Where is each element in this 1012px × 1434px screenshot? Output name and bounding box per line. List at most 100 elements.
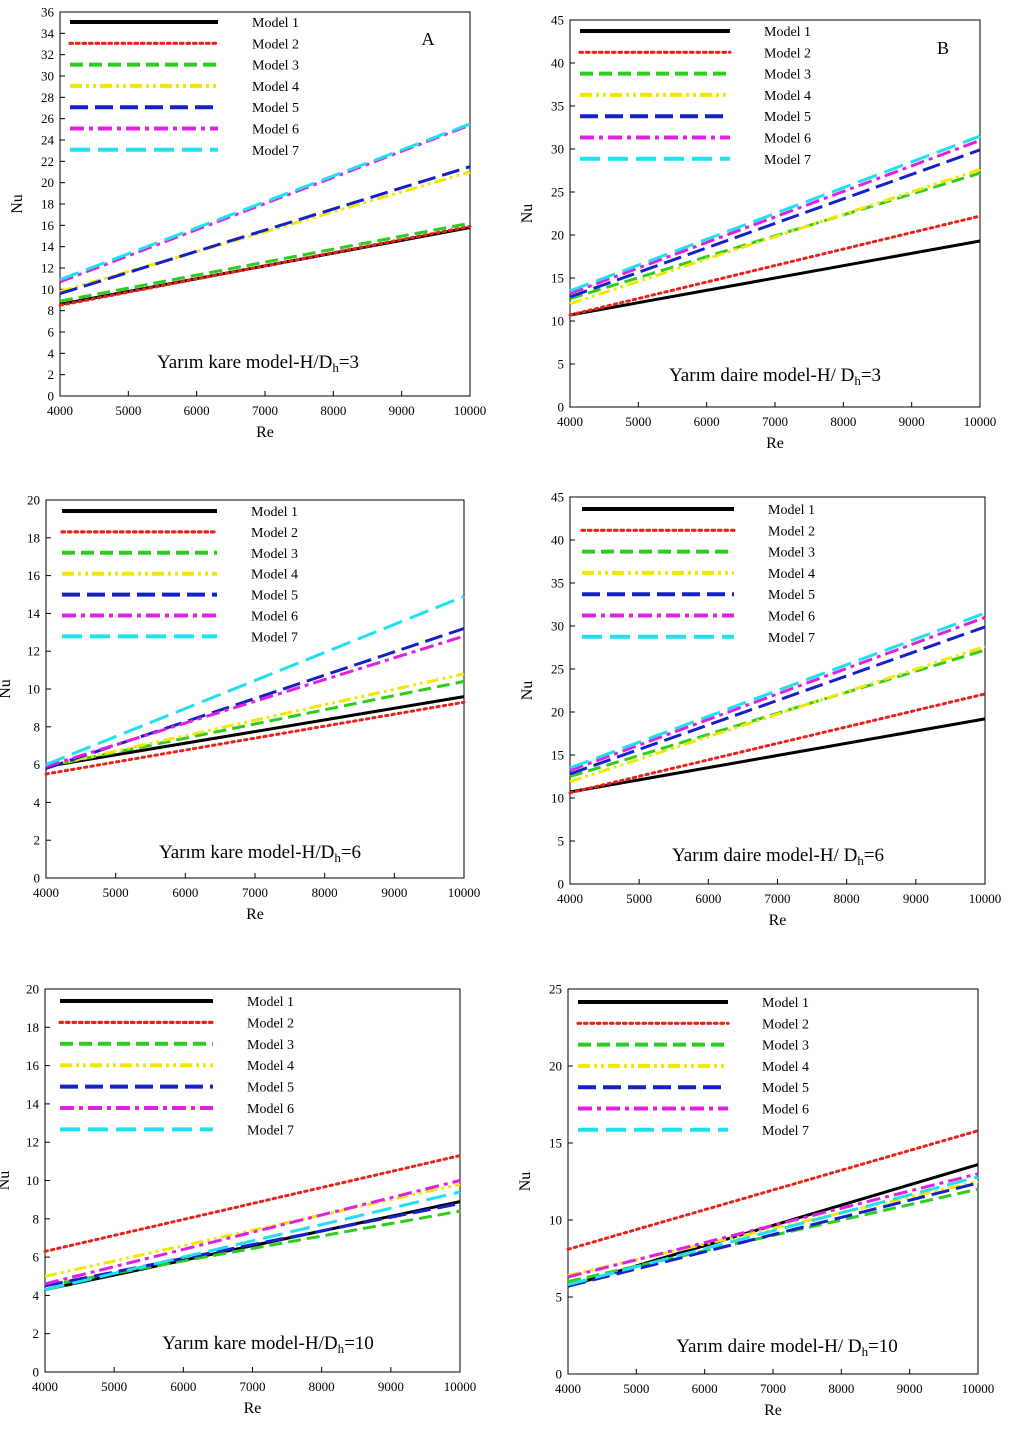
y-tick-label: 14 [26, 1096, 40, 1111]
y-tick-label: 40 [551, 56, 564, 71]
x-axis-label: Re [764, 1402, 782, 1419]
series-line-model-6 [45, 634, 465, 768]
legend-label-model-3: Model 3 [247, 1038, 294, 1053]
x-axis-label: Re [766, 435, 784, 452]
y-tick-label: 45 [551, 13, 564, 28]
x-tick-label: 10000 [962, 1381, 995, 1396]
y-tick-label: 6 [33, 1250, 40, 1265]
series-line-model-1 [45, 695, 465, 768]
x-tick-label: 9000 [897, 1381, 923, 1396]
y-tick-label: 16 [27, 568, 41, 583]
legend-label-model-2: Model 2 [768, 524, 815, 539]
y-tick-label: 0 [556, 1367, 563, 1382]
y-tick-label: 25 [551, 662, 564, 677]
panel-letter: A [422, 29, 435, 49]
y-tick-label: 18 [26, 1020, 39, 1035]
x-tick-label: 4000 [557, 891, 583, 906]
legend-label-model-6: Model 6 [252, 123, 299, 138]
y-tick-label: 4 [48, 346, 55, 361]
legend-label-model-5: Model 5 [252, 101, 299, 116]
x-tick-label: 10000 [444, 1379, 477, 1394]
y-tick-label: 30 [41, 69, 54, 84]
y-tick-label: 10 [27, 682, 40, 697]
series-line-model-7 [44, 1190, 461, 1292]
y-tick-label: 20 [27, 493, 40, 508]
y-tick-label: 2 [34, 833, 41, 848]
y-tick-label: 12 [41, 261, 54, 276]
x-tick-label: 6000 [170, 1379, 196, 1394]
y-tick-label: 25 [551, 185, 564, 200]
x-tick-label: 7000 [252, 403, 278, 418]
x-axis-label: Re [244, 1400, 262, 1417]
y-tick-label: 0 [48, 389, 55, 404]
y-tick-label: 20 [549, 1059, 562, 1074]
legend-label-model-5: Model 5 [247, 1081, 294, 1096]
legend-label-model-6: Model 6 [251, 610, 298, 625]
y-tick-label: 10 [41, 282, 54, 297]
legend-label-model-3: Model 3 [762, 1039, 809, 1054]
series-line-model-6 [569, 138, 981, 295]
y-tick-label: 16 [26, 1058, 40, 1073]
legend: Model 1 Model 2 Model 3 Model 4 Model 5 Model… [60, 505, 298, 645]
x-tick-label: 8000 [320, 403, 346, 418]
x-tick-label: 7000 [760, 1381, 786, 1396]
legend-label-model-5: Model 5 [251, 589, 298, 604]
legend-label-model-6: Model 6 [764, 132, 811, 147]
legend-label-model-7: Model 7 [252, 144, 299, 159]
series-line-model-5 [569, 625, 986, 776]
y-tick-label: 8 [48, 303, 55, 318]
legend-label-model-4: Model 4 [247, 1059, 294, 1074]
series-line-model-2 [43, 1154, 462, 1253]
series-line-model-7 [569, 134, 981, 293]
x-tick-label: 7000 [242, 885, 268, 900]
series-line-model-7 [45, 595, 465, 766]
y-tick-label: 40 [551, 533, 564, 548]
legend-label-model-3: Model 3 [764, 68, 811, 83]
series-line-model-5 [45, 627, 465, 770]
legend-label-model-5: Model 5 [764, 110, 811, 125]
legend-label-model-6: Model 6 [768, 610, 815, 625]
series-line-model-7 [59, 122, 471, 282]
panel-caption: Yarım kare model-H/Dh=3 [157, 352, 359, 375]
series-line-model-2 [566, 1129, 980, 1251]
series-line-model-3 [44, 1209, 461, 1288]
x-tick-label: 9000 [903, 891, 929, 906]
x-axis-label: Re [246, 906, 264, 923]
y-tick-label: 32 [41, 47, 54, 62]
y-tick-label: 25 [549, 982, 562, 997]
legend-label-model-1: Model 1 [247, 995, 294, 1010]
y-tick-label: 5 [556, 1290, 563, 1305]
y-tick-label: 18 [41, 197, 54, 212]
panel-caption: Yarım daire model-H/ Dh=6 [672, 845, 884, 868]
panel-caption: Yarım daire model-H/ Dh=3 [669, 365, 881, 388]
series-line-model-5 [567, 1181, 979, 1288]
legend: Model 1 Model 2 Model 3 Model 4 Model 5 Model… [578, 25, 811, 168]
legend: Model 1 Model 2 Model 3 Model 4 Model 5 Model… [58, 995, 294, 1138]
x-tick-label: 10000 [969, 891, 1002, 906]
legend-label-model-1: Model 1 [768, 503, 815, 518]
y-tick-label: 0 [558, 877, 565, 892]
legend-label-model-1: Model 1 [762, 996, 809, 1011]
y-tick-label: 10 [549, 1213, 562, 1228]
series-line-model-4 [569, 168, 981, 306]
y-tick-label: 45 [551, 490, 564, 505]
x-tick-label: 8000 [309, 1379, 335, 1394]
x-tick-label: 7000 [765, 891, 791, 906]
y-tick-label: 20 [41, 175, 54, 190]
legend-label-model-2: Model 2 [762, 1017, 809, 1032]
x-tick-label: 5000 [101, 1379, 127, 1394]
x-tick-label: 6000 [695, 891, 721, 906]
y-axis-label: Nu [519, 681, 536, 701]
y-tick-label: 0 [33, 1365, 40, 1380]
y-tick-label: 20 [551, 228, 564, 243]
y-axis-label: Nu [0, 1171, 13, 1191]
chart-panel-3: 0 2 4 6 8 10 12 14 16 18 20 4000 5000 6000 7000 8000 900… [0, 493, 480, 924]
x-tick-label: 9000 [899, 414, 925, 429]
y-tick-label: 30 [551, 619, 564, 634]
legend-label-model-2: Model 2 [247, 1016, 294, 1031]
y-tick-label: 14 [41, 239, 55, 254]
x-tick-label: 7000 [240, 1379, 266, 1394]
legend-label-model-4: Model 4 [251, 568, 298, 583]
legend: Model 1 Model 2 Model 3 Model 4 Model 5 Model… [580, 503, 815, 646]
